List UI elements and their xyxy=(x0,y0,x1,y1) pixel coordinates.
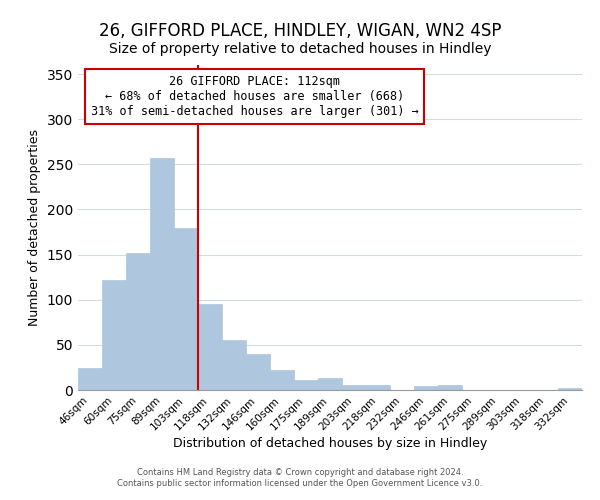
Bar xyxy=(126,253,150,390)
Text: 26 GIFFORD PLACE: 112sqm
← 68% of detached houses are smaller (668)
31% of semi-: 26 GIFFORD PLACE: 112sqm ← 68% of detach… xyxy=(91,74,418,118)
Bar xyxy=(438,386,462,390)
Bar xyxy=(174,228,198,390)
Bar xyxy=(198,304,222,390)
Text: Contains HM Land Registry data © Crown copyright and database right 2024.
Contai: Contains HM Land Registry data © Crown c… xyxy=(118,468,482,487)
Bar xyxy=(366,384,390,390)
Bar xyxy=(102,280,126,390)
Bar xyxy=(246,354,270,390)
Y-axis label: Number of detached properties: Number of detached properties xyxy=(28,129,41,326)
Bar xyxy=(294,380,318,390)
Bar xyxy=(342,386,366,390)
Text: Size of property relative to detached houses in Hindley: Size of property relative to detached ho… xyxy=(109,42,491,56)
Bar xyxy=(270,370,294,390)
Bar xyxy=(78,368,102,390)
Bar xyxy=(558,388,582,390)
Bar xyxy=(414,386,438,390)
Bar xyxy=(318,378,342,390)
Text: 26, GIFFORD PLACE, HINDLEY, WIGAN, WN2 4SP: 26, GIFFORD PLACE, HINDLEY, WIGAN, WN2 4… xyxy=(99,22,501,40)
Bar xyxy=(222,340,246,390)
Bar xyxy=(150,158,174,390)
X-axis label: Distribution of detached houses by size in Hindley: Distribution of detached houses by size … xyxy=(173,438,487,450)
